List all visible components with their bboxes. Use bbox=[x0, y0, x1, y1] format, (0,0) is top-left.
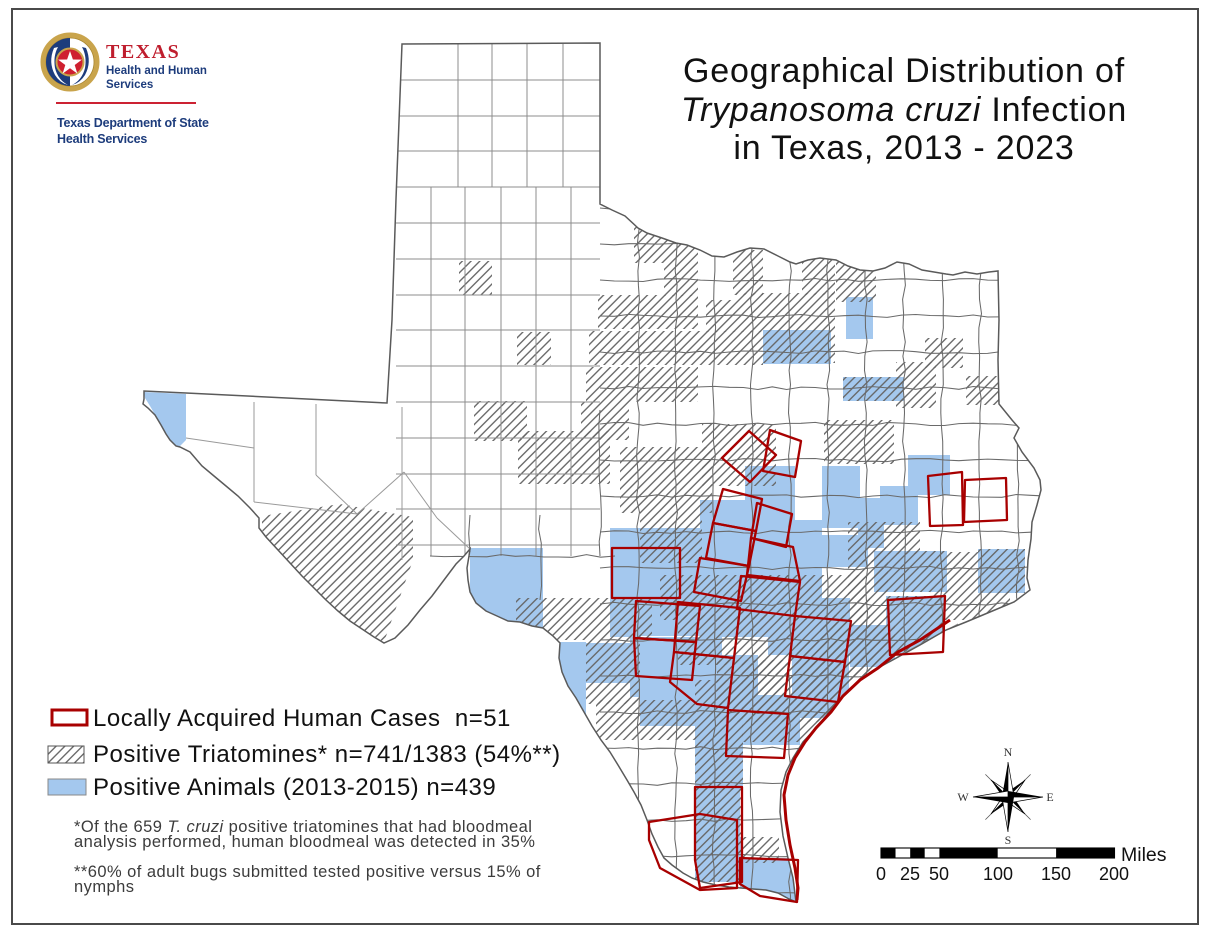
svg-text:N: N bbox=[1004, 745, 1013, 759]
svg-text:Miles: Miles bbox=[1121, 844, 1167, 866]
svg-text:150: 150 bbox=[1041, 864, 1071, 884]
svg-text:Health Services: Health Services bbox=[57, 132, 147, 146]
svg-text:Services: Services bbox=[106, 79, 153, 91]
svg-text:100: 100 bbox=[983, 864, 1013, 884]
svg-text:0: 0 bbox=[876, 864, 886, 884]
svg-text:Locally Acquired Human Cases: Locally Acquired Human Cases n=51 bbox=[93, 705, 511, 732]
svg-text:**60% of adult bugs submitted: **60% of adult bugs submitted tested pos… bbox=[74, 863, 541, 881]
svg-text:W: W bbox=[957, 790, 969, 804]
svg-text:Geographical Distribution of: Geographical Distribution of bbox=[683, 52, 1125, 90]
svg-text:Positive Animals (2013-2015) n: Positive Animals (2013-2015) n=439 bbox=[93, 774, 496, 801]
svg-text:E: E bbox=[1046, 790, 1053, 804]
svg-text:25: 25 bbox=[900, 864, 920, 884]
svg-text:*Of the 659 T. cruzi positive: *Of the 659 T. cruzi positive triatomine… bbox=[74, 818, 532, 836]
svg-text:Health and Human: Health and Human bbox=[106, 65, 207, 77]
svg-text:TEXAS: TEXAS bbox=[106, 41, 180, 63]
svg-text:200: 200 bbox=[1099, 864, 1129, 884]
svg-text:nymphs: nymphs bbox=[74, 878, 134, 896]
svg-text:Trypanosoma cruzi Infection: Trypanosoma cruzi Infection bbox=[681, 91, 1127, 129]
svg-text:Texas Department of State: Texas Department of State bbox=[57, 116, 209, 130]
svg-text:in Texas, 2013 - 2023: in Texas, 2013 - 2023 bbox=[733, 129, 1074, 167]
svg-text:Positive Triatomines* n=741/13: Positive Triatomines* n=741/1383 (54%**) bbox=[93, 741, 561, 768]
svg-text:S: S bbox=[1005, 833, 1012, 847]
svg-text:analysis performed, human bloo: analysis performed, human bloodmeal was … bbox=[74, 833, 535, 851]
svg-text:50: 50 bbox=[929, 864, 949, 884]
